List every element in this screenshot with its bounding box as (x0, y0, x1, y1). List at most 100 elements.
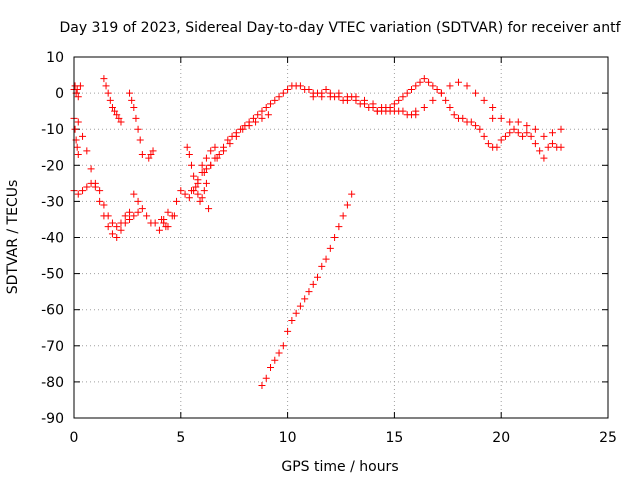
data-point (149, 147, 157, 155)
series-arc-8 (158, 215, 172, 231)
data-point (108, 230, 116, 238)
data-point (296, 82, 304, 90)
data-point (514, 129, 522, 137)
data-point (71, 125, 79, 133)
data-point (164, 223, 172, 231)
data-point (403, 89, 411, 97)
data-point (497, 114, 505, 122)
data-point (360, 96, 368, 104)
data-point (446, 104, 454, 112)
y-tick-label: -10 (41, 122, 64, 138)
data-point (463, 82, 471, 90)
data-point (459, 114, 467, 122)
data-point (239, 125, 247, 133)
data-point (91, 179, 99, 187)
data-point (232, 132, 240, 140)
data-point (128, 96, 136, 104)
x-tick-label: 20 (492, 430, 510, 446)
data-point (514, 118, 522, 126)
data-point (117, 219, 125, 227)
data-point (74, 93, 82, 101)
data-point (158, 215, 166, 223)
data-point (202, 179, 210, 187)
data-point (151, 219, 159, 227)
data-point (202, 154, 210, 162)
data-point (194, 176, 202, 184)
data-point (510, 125, 518, 133)
data-point (331, 234, 339, 241)
data-point (267, 363, 275, 371)
data-point (83, 183, 91, 191)
series-arc-13 (258, 190, 356, 390)
data-point (164, 208, 172, 216)
data-point (96, 197, 104, 205)
data-point (288, 317, 296, 325)
data-point (126, 215, 134, 223)
data-point (136, 136, 144, 144)
data-point (314, 273, 322, 281)
data-point (187, 161, 195, 169)
data-point (181, 190, 189, 198)
data-point (378, 104, 386, 112)
data-point (382, 107, 390, 115)
data-point (480, 132, 488, 140)
data-point (472, 122, 480, 130)
data-point (254, 111, 262, 119)
data-point (442, 96, 450, 104)
data-point (275, 349, 283, 357)
data-point (130, 104, 138, 112)
y-axis-ticks: 10 0 -10 -20 -30 -40 -50 -60 -70 -80 -90 (41, 50, 608, 427)
series-arc-15 (373, 107, 420, 119)
data-point (305, 288, 313, 296)
data-point (322, 255, 330, 263)
data-point (420, 104, 428, 112)
data-point (173, 197, 181, 205)
data-point (73, 85, 81, 93)
data-point (301, 295, 309, 303)
series-arc-16 (489, 114, 565, 140)
data-point (190, 172, 198, 180)
data-point (489, 114, 497, 122)
data-point (527, 132, 535, 140)
data-point (523, 122, 531, 130)
data-point (102, 82, 110, 90)
data-point (305, 85, 313, 93)
data-point (185, 194, 193, 202)
data-point (258, 114, 266, 122)
data-point (335, 89, 343, 97)
data-point (83, 147, 91, 155)
x-tick-label: 5 (176, 430, 185, 446)
data-point (104, 223, 112, 231)
data-point (198, 194, 206, 202)
data-point (446, 82, 454, 90)
data-point (399, 93, 407, 101)
data-point (339, 212, 347, 220)
data-point (536, 147, 544, 155)
data-point (493, 143, 501, 151)
data-point (264, 111, 272, 119)
data-point (506, 129, 514, 137)
data-point (258, 107, 266, 115)
data-point (194, 190, 202, 198)
grid (74, 57, 608, 418)
x-axis-label: GPS time / hours (281, 459, 398, 475)
y-tick-label: 10 (46, 50, 64, 66)
data-point (100, 75, 108, 83)
data-point (531, 125, 539, 133)
data-point (326, 93, 334, 101)
series-arc-10 (183, 143, 213, 213)
data-point (183, 143, 191, 151)
x-tick-label: 10 (279, 430, 297, 446)
data-point (76, 82, 84, 90)
data-point (138, 150, 146, 158)
data-point (117, 226, 125, 234)
data-point (373, 107, 381, 115)
data-point (224, 136, 232, 144)
data-point (134, 197, 142, 205)
data-point (548, 140, 556, 148)
data-point (130, 190, 138, 198)
data-point (271, 356, 279, 364)
data-point (279, 89, 287, 97)
data-point (117, 118, 125, 126)
